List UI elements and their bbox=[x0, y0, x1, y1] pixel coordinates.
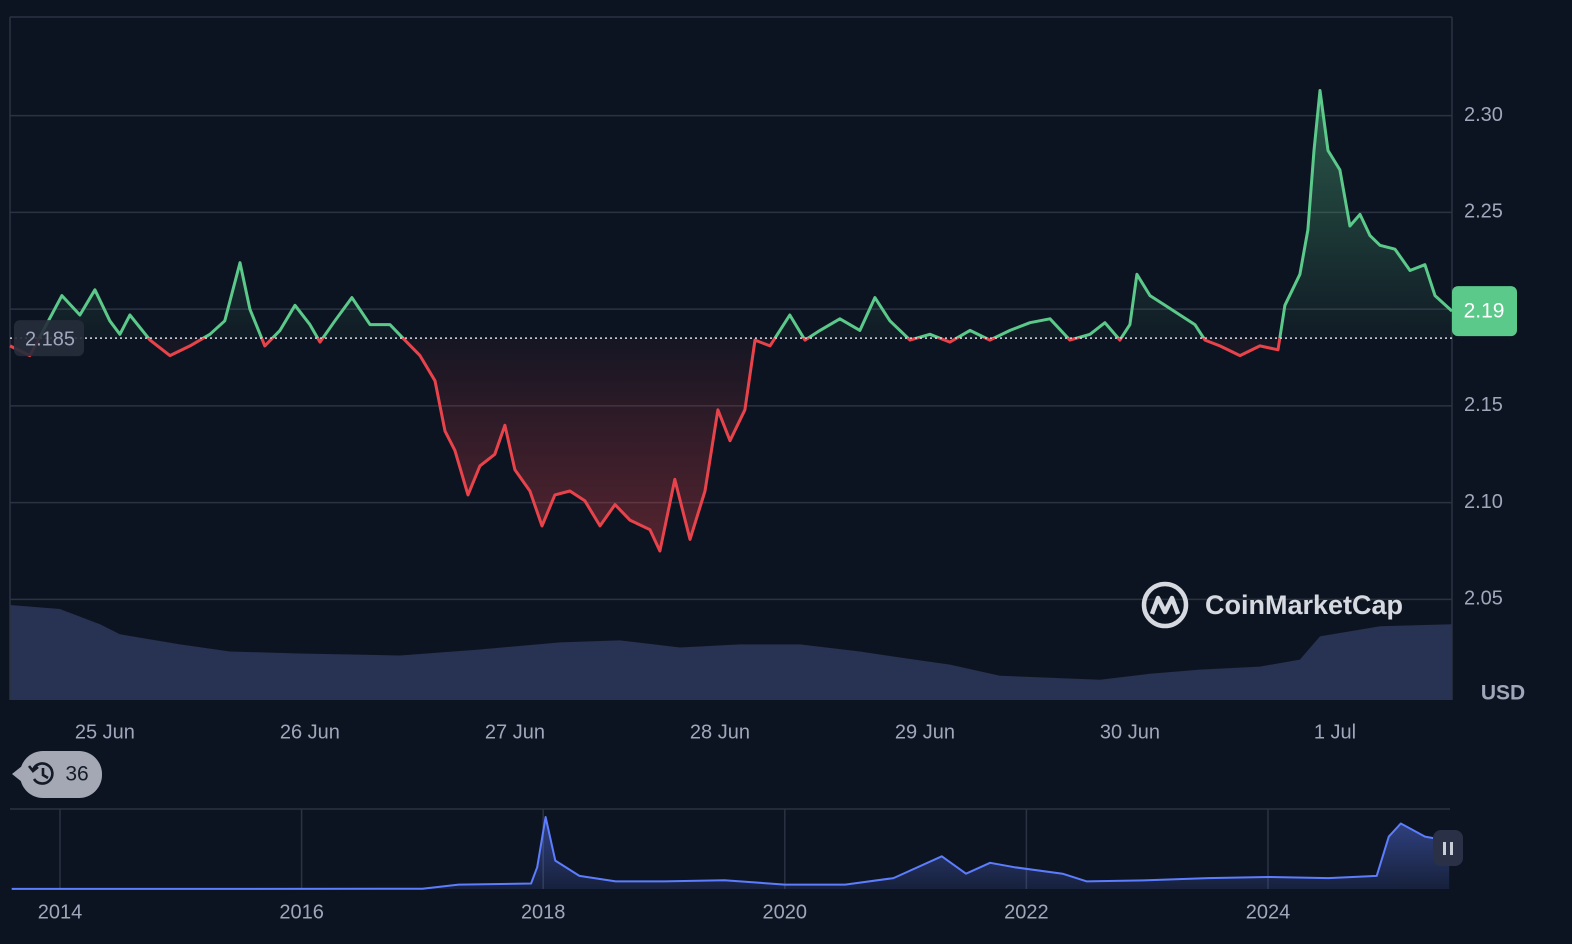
badge-count: 36 bbox=[65, 763, 88, 786]
overview-tick-label: 2022 bbox=[1004, 901, 1049, 923]
price-area bbox=[10, 90, 1452, 551]
y-tick-label: 2.10 bbox=[1464, 491, 1503, 513]
y-tick-label: 2.15 bbox=[1464, 394, 1503, 416]
price-line bbox=[9, 89, 1454, 553]
x-tick-label: 29 Jun bbox=[895, 721, 955, 743]
y-tick-label: 2.05 bbox=[1464, 588, 1503, 610]
x-tick-label: 27 Jun bbox=[485, 721, 545, 743]
history-badge[interactable]: 36 bbox=[12, 751, 102, 798]
baseline-label-bg bbox=[14, 320, 84, 357]
overview-tick-label: 2018 bbox=[521, 901, 566, 923]
y-tick-label: 2.25 bbox=[1464, 201, 1503, 223]
unit-label: USD bbox=[1481, 682, 1525, 705]
pause-button[interactable] bbox=[1433, 830, 1463, 866]
pause-bar bbox=[1450, 842, 1453, 855]
watermark: CoinMarketCap bbox=[1205, 590, 1403, 620]
watermark-logo bbox=[1141, 581, 1189, 629]
overview-area bbox=[11, 817, 1450, 889]
y-tick-label: 2.30 bbox=[1464, 104, 1503, 126]
overview-tick-label: 2016 bbox=[279, 901, 324, 923]
overview-tick-label: 2024 bbox=[1246, 901, 1291, 923]
pause-bar bbox=[1443, 842, 1446, 855]
price-badge-label: 2.19 bbox=[1464, 300, 1505, 323]
x-tick-label: 25 Jun bbox=[75, 721, 135, 743]
baseline-label: 2.185 bbox=[25, 328, 75, 350]
volume-area bbox=[10, 605, 1452, 700]
price-badge bbox=[1452, 286, 1517, 337]
x-tick-label: 1 Jul bbox=[1314, 721, 1356, 743]
history-icon bbox=[27, 762, 54, 785]
overview-line bbox=[11, 816, 1450, 890]
badge-pointer bbox=[12, 766, 22, 782]
x-tick-label: 26 Jun bbox=[280, 721, 340, 743]
x-tick-label: 28 Jun bbox=[690, 721, 750, 743]
x-tick-label: 30 Jun bbox=[1100, 721, 1160, 743]
overview-tick-label: 2014 bbox=[38, 901, 83, 923]
badge-bg bbox=[20, 751, 102, 798]
overview-tick-label: 2020 bbox=[763, 901, 808, 923]
pause-bg bbox=[1433, 830, 1463, 866]
